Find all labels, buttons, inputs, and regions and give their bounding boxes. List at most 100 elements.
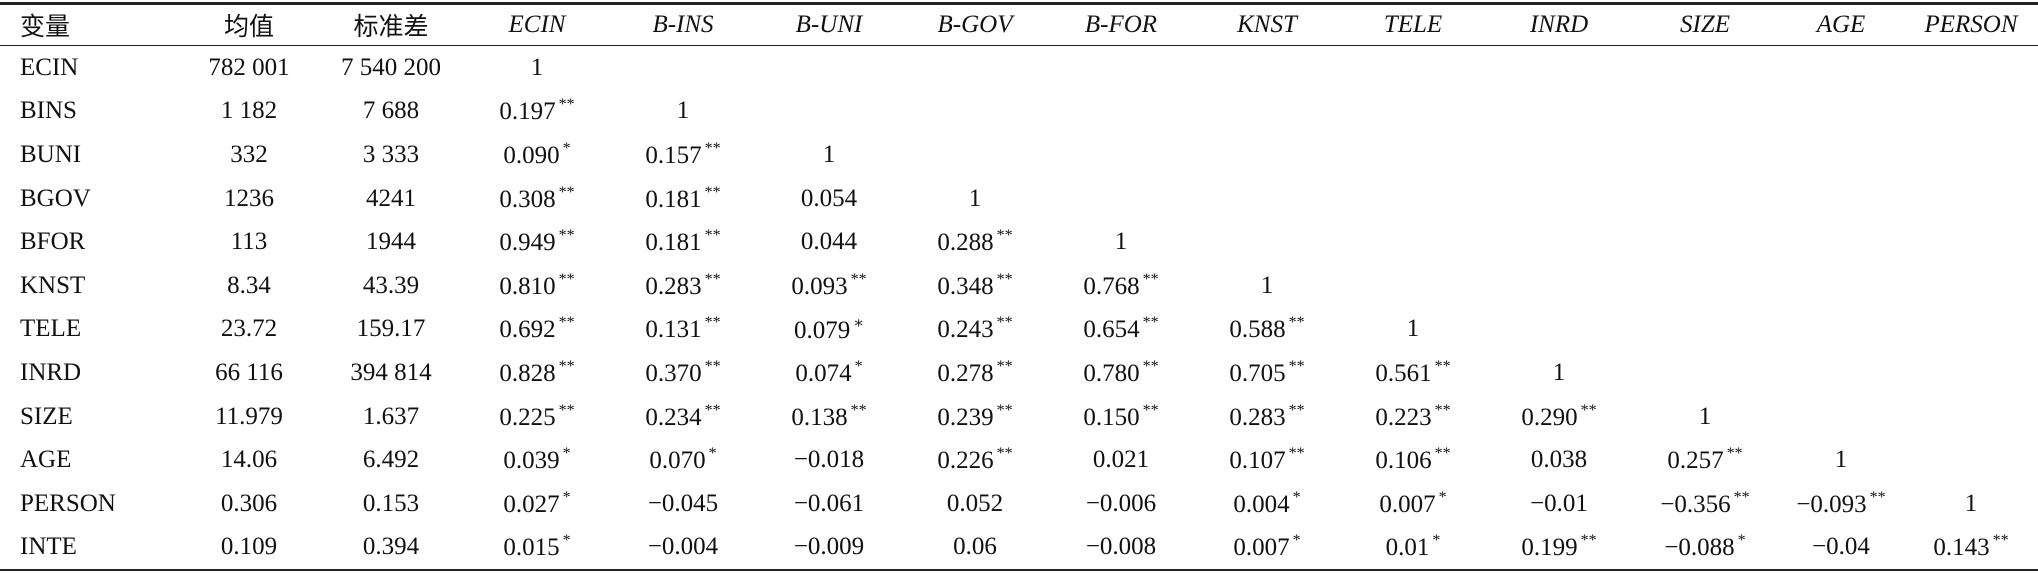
empty-cell xyxy=(1904,220,2038,264)
table-cell: 0.007 * xyxy=(1340,482,1486,526)
header-cell: KNST xyxy=(1237,11,1297,38)
header-cell: AGE xyxy=(1816,11,1866,38)
row-label: PERSON xyxy=(20,489,116,517)
table-cell: 1 xyxy=(1834,446,1848,474)
table-row: BUNI 332 3 333 0.090 * 0.157 ** 1 xyxy=(0,133,2038,177)
empty-cell xyxy=(1340,220,1486,264)
table-cell: −0.061 xyxy=(793,489,865,517)
cell-value: 0.131 xyxy=(645,316,702,344)
table-cell: 0.588 ** xyxy=(1194,308,1340,352)
empty-cell xyxy=(1632,264,1778,308)
significance-mark: ** xyxy=(1142,314,1159,332)
row-label: KNST xyxy=(20,271,86,299)
empty-cell xyxy=(1194,46,1340,90)
table-row: ECIN 782 001 7 540 200 1 xyxy=(0,46,2038,90)
table-row: KNST 8.34 43.39 0.810 ** 0.283 ** 0.093 ** 0.348 *… xyxy=(0,264,2038,308)
empty-cell xyxy=(1340,90,1486,134)
cell-value: 0.039 xyxy=(503,447,560,475)
table-cell: 0.288 ** xyxy=(902,220,1048,264)
significance-mark: * xyxy=(708,445,717,463)
empty-cell xyxy=(1778,308,1904,352)
table-cell: 0.181 ** xyxy=(610,177,756,221)
table-cell: 0.226 ** xyxy=(902,438,1048,482)
table-cell: 0.181 ** xyxy=(610,220,756,264)
empty-cell xyxy=(1486,46,1632,90)
significance-mark: * xyxy=(562,488,571,506)
table-cell: 11.979 xyxy=(215,402,283,430)
cell-value: 0.107 xyxy=(1229,447,1286,475)
empty-cell xyxy=(1778,351,1904,395)
table-cell: 0.054 xyxy=(800,184,858,212)
significance-mark: ** xyxy=(704,139,721,157)
empty-cell xyxy=(1194,220,1340,264)
table-cell: −0.004 xyxy=(647,533,719,561)
table-cell: 0.705 ** xyxy=(1194,351,1340,395)
cell-value: 0.223 xyxy=(1375,403,1432,431)
empty-cell xyxy=(1048,177,1194,221)
table-cell: 0.306 xyxy=(220,489,278,517)
table-cell: 23.72 xyxy=(220,315,278,343)
empty-cell xyxy=(1194,90,1340,134)
table-cell: −0.093 ** xyxy=(1778,482,1904,526)
table-row: INTE 0.109 0.394 0.015 * −0.004 −0.009 0.06 −0.0… xyxy=(0,526,2038,571)
table-cell: 4241 xyxy=(366,184,416,212)
empty-cell xyxy=(1340,264,1486,308)
cell-value: 0.949 xyxy=(499,229,556,257)
significance-mark: ** xyxy=(1726,445,1743,463)
table-cell: 66 116 xyxy=(215,358,283,386)
header-cell: B-GOV xyxy=(937,11,1013,38)
empty-cell xyxy=(1904,90,2038,134)
header-cell: B-INS xyxy=(652,11,714,38)
significance-mark: ** xyxy=(996,270,1013,288)
empty-cell xyxy=(1632,220,1778,264)
empty-cell xyxy=(1486,133,1632,177)
table-cell: 0.153 xyxy=(362,489,420,517)
significance-mark: * xyxy=(562,139,571,157)
table-cell: 0.150 ** xyxy=(1048,395,1194,439)
significance-mark: * xyxy=(1292,488,1301,506)
empty-cell xyxy=(1340,133,1486,177)
cell-value: 0.370 xyxy=(645,359,702,387)
cell-value: 0.561 xyxy=(1375,359,1432,387)
table-cell: 0.290 ** xyxy=(1486,395,1632,439)
table-cell: 1944 xyxy=(366,228,416,256)
cell-value: 0.234 xyxy=(645,403,702,431)
significance-mark: ** xyxy=(1142,270,1159,288)
table-cell: −0.356 ** xyxy=(1632,482,1778,526)
header-cell: SIZE xyxy=(1680,11,1730,38)
table-cell: 6.492 xyxy=(362,446,420,474)
significance-mark: ** xyxy=(1434,357,1451,375)
table-cell: −0.009 xyxy=(793,533,865,561)
significance-mark: ** xyxy=(558,96,575,114)
significance-mark: ** xyxy=(558,227,575,245)
table-cell: −0.01 xyxy=(1530,489,1588,517)
significance-mark: ** xyxy=(558,401,575,419)
cell-value: 0.828 xyxy=(499,359,556,387)
table-cell: 1 xyxy=(1406,315,1420,343)
table-cell: 0.197 ** xyxy=(464,90,610,134)
empty-cell xyxy=(1904,264,2038,308)
row-label: INRD xyxy=(20,358,82,386)
row-label: TELE xyxy=(20,315,82,343)
significance-mark: ** xyxy=(1288,314,1305,332)
empty-cell xyxy=(1904,308,2038,352)
table-cell: 1 xyxy=(1964,489,1978,517)
cell-value: −0.088 xyxy=(1664,534,1735,562)
table-cell: 43.39 xyxy=(362,271,420,299)
table-cell: 1 xyxy=(530,53,544,81)
cell-value: 0.106 xyxy=(1375,447,1432,475)
table-cell: 7 540 200 xyxy=(341,53,441,81)
table-cell: 0.021 xyxy=(1092,446,1150,474)
table-cell: 0.143 ** xyxy=(1904,526,2038,571)
cell-value: 0.143 xyxy=(1933,534,1990,562)
table-row: TELE 23.72 159.17 0.692 ** 0.131 ** 0.079 ∗ 0.243… xyxy=(0,308,2038,352)
table-cell: 0.015 * xyxy=(464,526,610,571)
table-cell: 1.637 xyxy=(362,402,420,430)
empty-cell xyxy=(1632,177,1778,221)
cell-value: 0.079 xyxy=(793,317,851,345)
empty-cell xyxy=(1778,264,1904,308)
empty-cell xyxy=(1048,90,1194,134)
significance-mark: ** xyxy=(558,314,575,332)
cell-value: 0.01 xyxy=(1385,534,1430,562)
